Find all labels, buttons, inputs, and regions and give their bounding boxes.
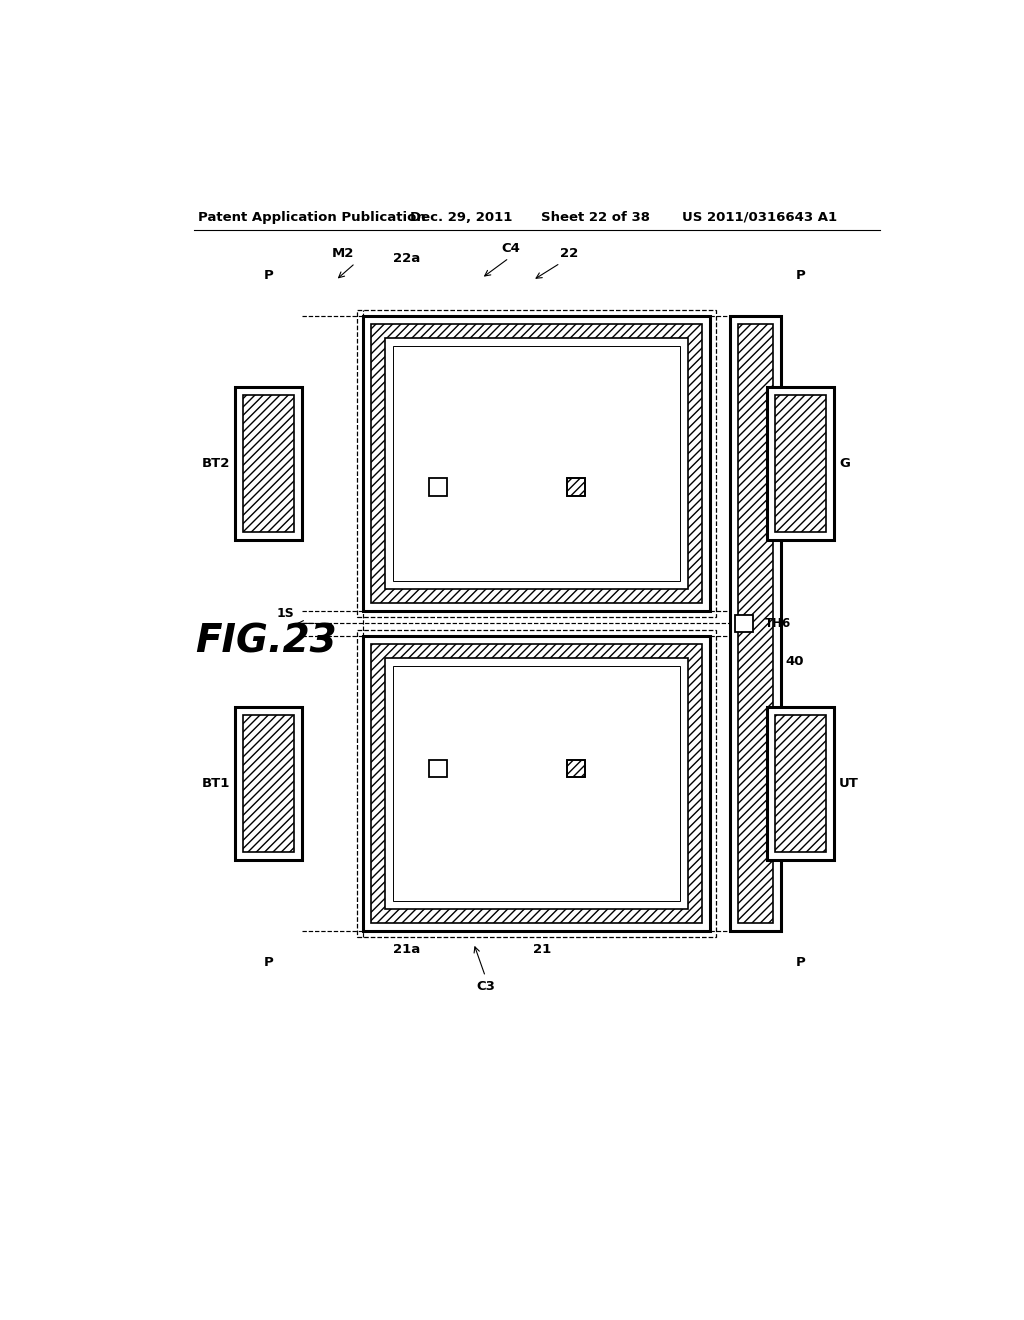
Bar: [385, 338, 688, 589]
Bar: [243, 395, 294, 532]
Bar: [371, 644, 702, 923]
Bar: [393, 667, 680, 902]
Bar: [364, 315, 710, 611]
Bar: [567, 760, 585, 777]
Bar: [357, 310, 716, 616]
Text: P: P: [796, 956, 806, 969]
Bar: [364, 636, 710, 931]
Bar: [737, 323, 773, 923]
Bar: [567, 478, 585, 495]
Text: G: G: [839, 457, 850, 470]
Bar: [429, 760, 446, 777]
Text: 21b: 21b: [596, 762, 622, 775]
Bar: [767, 387, 835, 540]
Bar: [775, 395, 826, 532]
Text: FIG.23: FIG.23: [196, 622, 337, 660]
Text: C3: C3: [476, 979, 495, 993]
Text: M2: M2: [332, 247, 354, 260]
Text: UT: UT: [839, 777, 859, 789]
Bar: [371, 323, 702, 603]
Text: 1S: 1S: [276, 607, 294, 620]
Text: US 2011/0316643 A1: US 2011/0316643 A1: [682, 211, 838, 224]
Bar: [567, 760, 585, 777]
Text: 21: 21: [532, 942, 551, 956]
Text: 22: 22: [560, 247, 579, 260]
Bar: [236, 387, 302, 540]
Bar: [357, 630, 716, 937]
Text: TH3: TH3: [559, 737, 585, 750]
Text: BT2: BT2: [202, 457, 230, 470]
Bar: [775, 715, 826, 851]
Text: BT1: BT1: [202, 777, 230, 789]
Text: P: P: [263, 956, 273, 969]
Text: 40: 40: [785, 656, 804, 668]
Text: P: P: [263, 269, 273, 282]
Bar: [393, 346, 680, 581]
Text: TH6: TH6: [765, 616, 791, 630]
Text: TH4: TH4: [559, 455, 585, 469]
Text: Patent Application Publication: Patent Application Publication: [198, 211, 425, 224]
Text: 21a: 21a: [393, 942, 420, 956]
Bar: [385, 659, 688, 908]
Bar: [767, 708, 835, 859]
Text: TH1: TH1: [393, 738, 419, 751]
Bar: [429, 478, 446, 495]
Text: Sheet 22 of 38: Sheet 22 of 38: [541, 211, 649, 224]
Text: P: P: [796, 269, 806, 282]
Text: 22b: 22b: [596, 480, 622, 494]
Text: C4: C4: [501, 242, 520, 255]
Bar: [236, 708, 302, 859]
Bar: [243, 715, 294, 851]
Text: 22a: 22a: [393, 252, 420, 265]
Text: TH2: TH2: [393, 457, 419, 470]
Bar: [730, 315, 781, 931]
Bar: [567, 478, 585, 495]
Bar: [735, 615, 753, 632]
Text: Dec. 29, 2011: Dec. 29, 2011: [411, 211, 513, 224]
